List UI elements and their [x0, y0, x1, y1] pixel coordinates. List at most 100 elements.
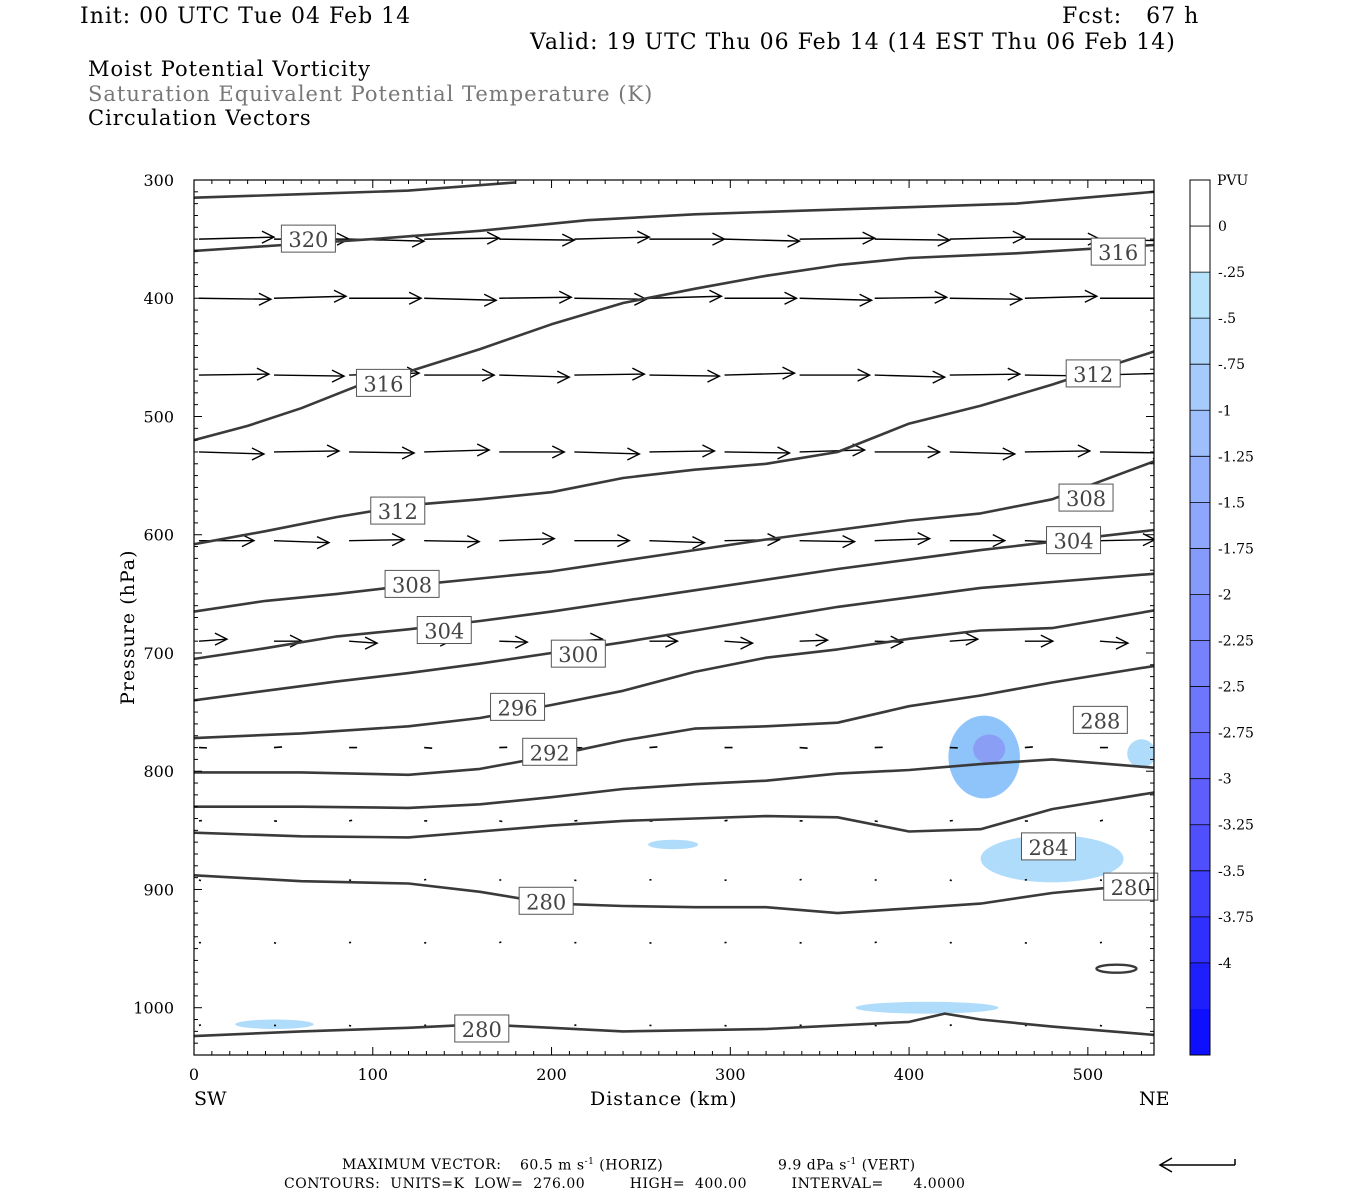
vector-tick	[499, 941, 502, 944]
vector-shaft	[499, 374, 570, 378]
isentrope-line	[194, 243, 1154, 442]
isentrope-line	[194, 758, 1154, 810]
vector-tick	[799, 878, 802, 881]
contour-info: CONTOURS: UNITS=K LOW= 276.00 HIGH= 400.…	[284, 1176, 966, 1192]
colorbar-label: -2.25	[1218, 634, 1254, 650]
vector-head	[782, 366, 797, 380]
max-vector-label: MAXIMUM VECTOR:	[342, 1157, 502, 1173]
y-tick-label: 900	[143, 880, 174, 899]
vector-head	[712, 232, 727, 246]
vector-head	[481, 368, 496, 382]
vector-shaft	[724, 640, 753, 644]
vector-head	[331, 369, 346, 383]
vector-shaft	[349, 538, 405, 542]
contour-label: 316	[363, 372, 403, 396]
vector-shaft	[424, 237, 500, 240]
vector-head	[214, 632, 229, 646]
vector-tick	[724, 1024, 727, 1027]
colorbar-cell	[1190, 272, 1210, 319]
x-tick-label: 400	[894, 1065, 925, 1084]
x-tick-label: 500	[1073, 1065, 1104, 1084]
colorbar-label: -3	[1218, 772, 1232, 788]
axes: 0 100 200 300 400 500 300 400 500 600 700 800 900 100…	[133, 171, 1154, 1084]
vector-tick	[649, 941, 652, 945]
vector-head	[784, 291, 799, 305]
vector-head	[1152, 446, 1154, 460]
y-axis-title: Pressure (hPa)	[117, 549, 139, 705]
colorbar-cell	[1190, 824, 1210, 872]
x-left-label: SW	[194, 1088, 227, 1110]
colorbar-cell	[1190, 778, 1210, 826]
vector-head	[561, 233, 576, 247]
vector-head	[411, 234, 426, 248]
colorbar-cell	[1190, 594, 1210, 642]
vector-shaft	[949, 373, 1020, 376]
vector-shaft	[499, 640, 528, 643]
isentrope-closed	[1095, 963, 1138, 974]
colorbar-label: -2.5	[1218, 680, 1245, 696]
isentrope-line	[194, 664, 1154, 777]
vector-tick	[423, 878, 427, 881]
vector-head	[1115, 636, 1130, 650]
vector-head	[316, 536, 331, 550]
contour-label-box	[1103, 872, 1159, 901]
vector-head	[1163, 235, 1175, 247]
vector-shaft	[274, 374, 345, 377]
vector-shaft	[424, 449, 490, 453]
x-tick-label: 100	[357, 1065, 388, 1084]
vector-shaft	[574, 373, 645, 376]
colorbar-cell	[1190, 640, 1210, 688]
vector-head	[391, 533, 406, 547]
colorbar-cell	[1190, 870, 1210, 918]
vector-head	[1084, 289, 1099, 303]
vector-head	[707, 369, 722, 383]
vector-head	[842, 535, 857, 549]
vector-shaft	[1099, 640, 1128, 644]
contour-label: 292	[530, 741, 570, 765]
vector-head	[1002, 447, 1017, 461]
vector-head	[1012, 230, 1027, 244]
vector-head	[476, 443, 491, 457]
x-axis-title: Distance (km)	[590, 1088, 738, 1110]
contour-label: 320	[288, 228, 328, 252]
colorbar-label: -3.75	[1218, 910, 1254, 926]
isentrope-line	[194, 190, 1154, 253]
contour-label: 280	[1111, 876, 1151, 900]
contour-label: 280	[526, 890, 566, 914]
vector-shaft	[874, 238, 950, 241]
contour-label: 300	[558, 643, 598, 667]
x-tick-label: 0	[189, 1065, 199, 1084]
contour-label-box	[370, 496, 426, 525]
vector-head	[1009, 292, 1024, 306]
vector-head	[627, 447, 641, 461]
isentropes	[194, 181, 1154, 1038]
vector-head	[333, 289, 348, 303]
contour-label: 296	[498, 696, 538, 720]
vector-head	[364, 636, 379, 650]
colorbar-cell	[1190, 456, 1210, 503]
colorbar-label: -2.75	[1218, 726, 1254, 742]
vector-shaft	[349, 640, 378, 644]
vector-shaft	[499, 296, 572, 299]
vector-head	[541, 532, 556, 546]
vector-head	[466, 535, 481, 549]
vector-tick	[499, 820, 503, 823]
isentrope-line	[194, 609, 1154, 740]
max-horiz-value: 60.5 m s-1 (HORIZ)	[520, 1157, 663, 1174]
vector-head	[1142, 533, 1154, 547]
isentrope-line	[194, 460, 1154, 613]
contour-label-box	[490, 692, 546, 721]
vector-tick	[574, 1024, 577, 1027]
pv-core-0	[973, 734, 1006, 764]
x-right-label: NE	[1139, 1088, 1170, 1110]
contour-labels: 320 316 316 312 312 308 308 304 304 300 296 292 288 2…	[280, 224, 1159, 1043]
colorbar-label: -1.5	[1218, 495, 1245, 511]
vector-head	[326, 444, 341, 458]
contour-label-box	[518, 886, 574, 915]
contour-label-box	[522, 737, 578, 766]
vector-head	[1160, 292, 1172, 304]
isentrope-line	[194, 528, 1154, 661]
colorbar-label: -2	[1218, 587, 1232, 603]
colorbar-label: -.5	[1218, 311, 1236, 327]
contour-label: 284	[1028, 836, 1068, 860]
